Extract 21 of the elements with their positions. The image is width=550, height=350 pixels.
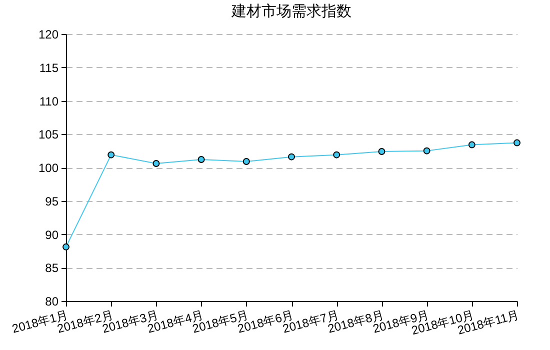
y-tick-label: 110: [39, 94, 59, 108]
y-tick-label: 120: [38, 28, 59, 42]
y-tick-label: 105: [38, 128, 59, 142]
y-tick-label: 95: [45, 194, 59, 208]
chart-title: 建材市场需求指数: [230, 3, 352, 20]
point: [108, 151, 115, 158]
y-tick-label: 85: [45, 261, 59, 276]
point: [468, 141, 476, 148]
point: [514, 139, 520, 146]
point: [333, 151, 340, 158]
point: [242, 158, 250, 165]
point: [152, 160, 160, 167]
point: [62, 243, 70, 250]
y-tick-label: 90: [45, 228, 59, 242]
y-tick-label: 80: [45, 294, 59, 308]
point: [288, 153, 295, 160]
point: [423, 147, 430, 154]
point: [198, 156, 205, 163]
y-tick-label: 115: [39, 60, 59, 75]
y-tick-label: 100: [38, 161, 59, 175]
point: [378, 148, 386, 155]
